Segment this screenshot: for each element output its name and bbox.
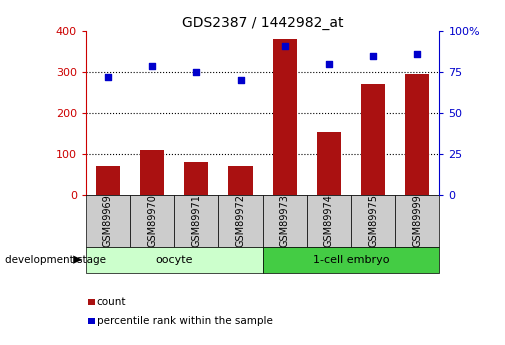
Text: GSM89971: GSM89971 [191, 195, 201, 247]
Text: development stage: development stage [5, 255, 106, 265]
Text: GSM89975: GSM89975 [368, 195, 378, 247]
Bar [395, 195, 439, 247]
Point [369, 53, 377, 58]
Bar [130, 195, 174, 247]
Text: GSM89970: GSM89970 [147, 195, 157, 247]
Text: GSM89973: GSM89973 [280, 195, 290, 247]
Bar [174, 195, 219, 247]
Text: oocyte: oocyte [156, 255, 193, 265]
Bar [219, 195, 263, 247]
Bar [86, 247, 263, 273]
Point [148, 63, 156, 68]
Point [325, 61, 333, 67]
Point [236, 78, 244, 83]
Bar [184, 161, 209, 195]
Bar [351, 195, 395, 247]
Bar [263, 195, 307, 247]
Bar [273, 39, 297, 195]
Point [192, 69, 200, 75]
Point [281, 43, 289, 49]
Title: GDS2387 / 1442982_at: GDS2387 / 1442982_at [182, 16, 343, 30]
Text: percentile rank within the sample: percentile rank within the sample [96, 316, 272, 326]
Text: GSM89999: GSM89999 [412, 195, 422, 247]
Text: GSM89974: GSM89974 [324, 195, 334, 247]
Text: GSM89969: GSM89969 [103, 195, 113, 247]
Text: GSM89972: GSM89972 [235, 195, 245, 247]
Text: count: count [96, 297, 126, 307]
Bar [405, 74, 429, 195]
Bar [96, 166, 120, 195]
Bar [361, 83, 385, 195]
Point [413, 51, 421, 57]
Bar [317, 131, 341, 195]
Bar [307, 195, 351, 247]
Point [104, 74, 112, 80]
Bar [228, 166, 252, 195]
Bar [263, 247, 439, 273]
Text: 1-cell embryo: 1-cell embryo [313, 255, 389, 265]
Bar [86, 195, 130, 247]
Bar [140, 150, 164, 195]
